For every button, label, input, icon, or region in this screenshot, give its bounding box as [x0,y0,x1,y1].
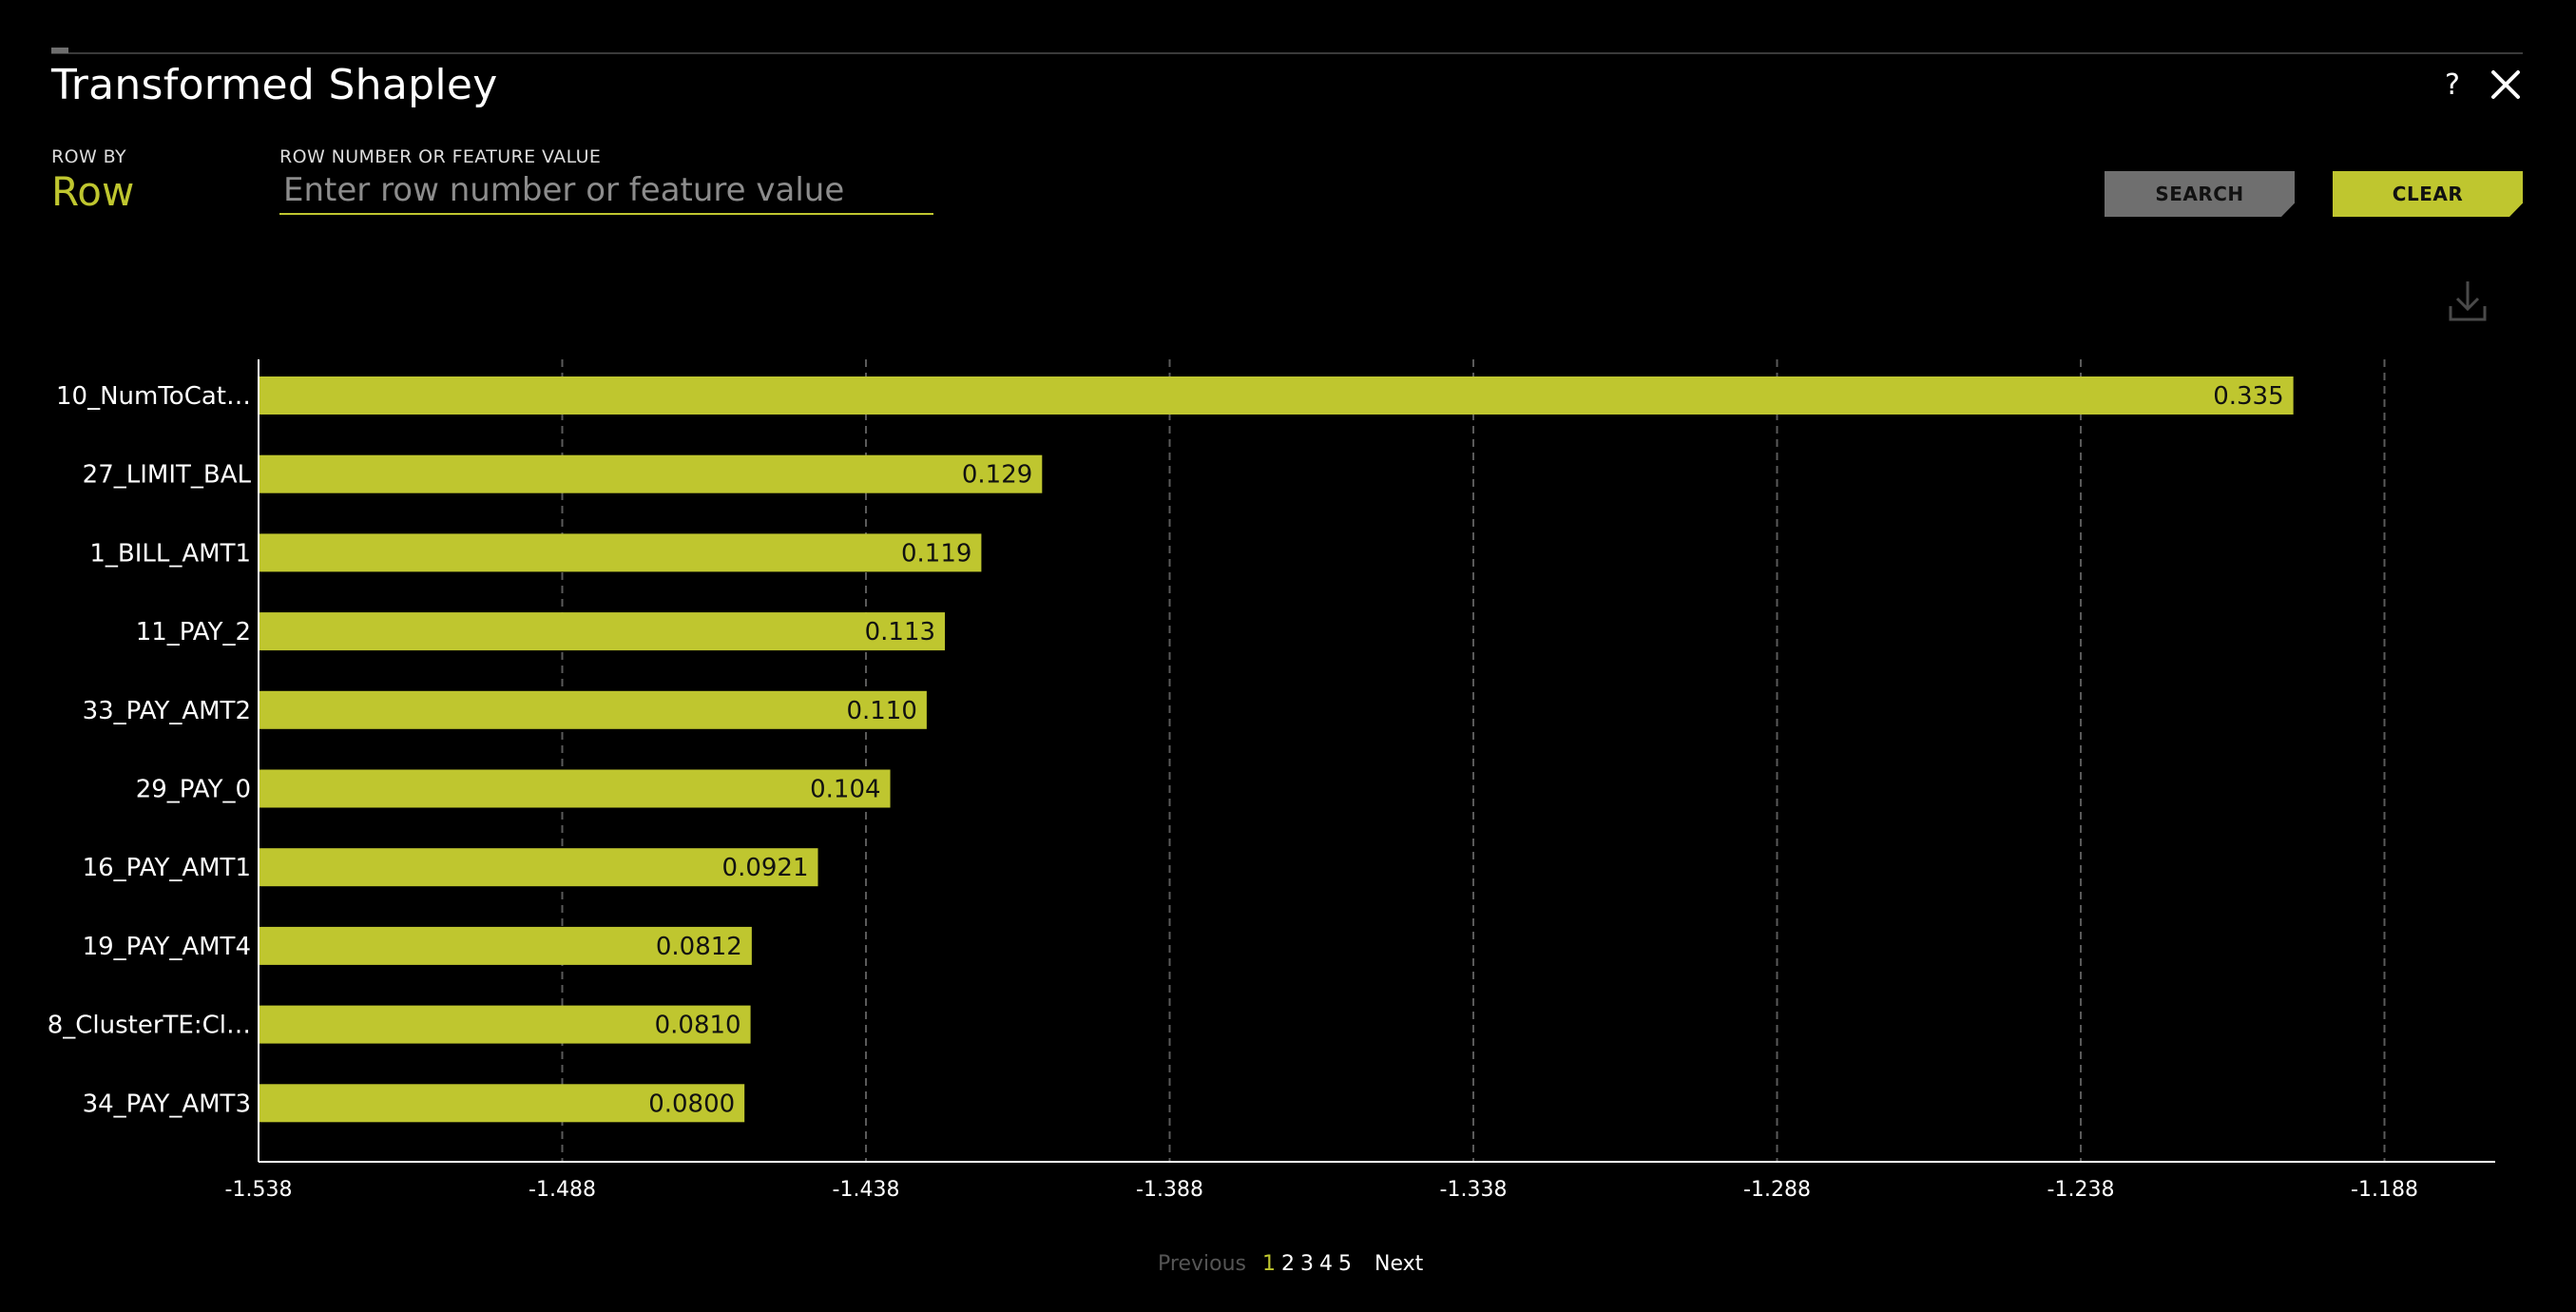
pagination-page-1[interactable]: 1 [1262,1252,1276,1276]
bar[interactable] [259,926,752,965]
bar-category-label: 29_PAY_0 [136,776,251,804]
bar-value-label: 0.0810 [655,1012,741,1040]
header-divider-tab [51,48,68,53]
bar[interactable] [259,376,2294,415]
bar-value-label: 0.129 [962,461,1032,490]
pagination-page-2[interactable]: 2 [1281,1252,1295,1276]
page-title: Transformed Shapley [51,61,498,109]
bar[interactable] [259,1084,745,1123]
pagination-page-5[interactable]: 5 [1338,1252,1352,1276]
bar-category-label: 27_LIMIT_BAL [83,461,252,490]
header-divider [51,52,2523,54]
bar-category-label: 1_BILL_AMT1 [89,539,251,568]
search-field-label: ROW NUMBER OR FEATURE VALUE [279,146,602,167]
bar-category-label: 11_PAY_2 [136,618,251,646]
pagination-page-4[interactable]: 4 [1319,1252,1333,1276]
x-tick-label: -1.188 [2351,1178,2418,1202]
pagination-next[interactable]: Next [1375,1252,1424,1276]
x-tick-label: -1.338 [1440,1178,1508,1202]
bar-value-label: 0.335 [2213,382,2283,411]
pagination-page-3[interactable]: 3 [1300,1252,1314,1276]
close-icon[interactable] [2489,63,2523,106]
bar-value-label: 0.0812 [656,933,742,961]
pagination-previous[interactable]: Previous [1158,1252,1246,1276]
bar-value-label: 0.104 [810,776,880,804]
bar[interactable] [259,1005,751,1044]
bar-value-label: 0.0921 [722,854,809,882]
bar-category-label: 19_PAY_AMT4 [83,933,251,961]
x-tick-label: -1.288 [1743,1178,1811,1202]
bar[interactable] [259,612,946,651]
bar-category-label: 16_PAY_AMT1 [83,854,251,882]
row-by-label: ROW BY [51,146,126,167]
help-icon[interactable]: ? [2445,68,2460,102]
download-icon[interactable] [2447,278,2489,323]
bar[interactable] [259,454,1043,493]
bar-category-label: 34_PAY_AMT3 [83,1090,251,1118]
bar[interactable] [259,533,982,572]
x-tick-label: -1.388 [1136,1178,1203,1202]
bar-category-label: 8_ClusterTE:Cl… [48,1012,251,1040]
search-button[interactable]: SEARCH [2105,171,2295,217]
row-by-dropdown[interactable]: Row [51,168,135,215]
bar-category-label: 10_NumToCat… [56,382,251,411]
bar-value-label: 0.110 [846,697,916,725]
bar-category-label: 33_PAY_AMT2 [83,697,251,725]
clear-button[interactable]: CLEAR [2333,171,2523,217]
x-tick-label: -1.488 [529,1178,596,1202]
bar-value-label: 0.113 [865,618,935,646]
bar[interactable] [259,848,818,887]
bar[interactable] [259,690,927,729]
bar[interactable] [259,769,891,808]
x-tick-label: -1.438 [833,1178,900,1202]
search-input[interactable] [279,167,933,215]
bar-value-label: 0.0800 [648,1090,735,1118]
x-tick-label: -1.538 [225,1178,293,1202]
bar-value-label: 0.119 [901,539,971,568]
x-tick-label: -1.238 [2047,1178,2115,1202]
